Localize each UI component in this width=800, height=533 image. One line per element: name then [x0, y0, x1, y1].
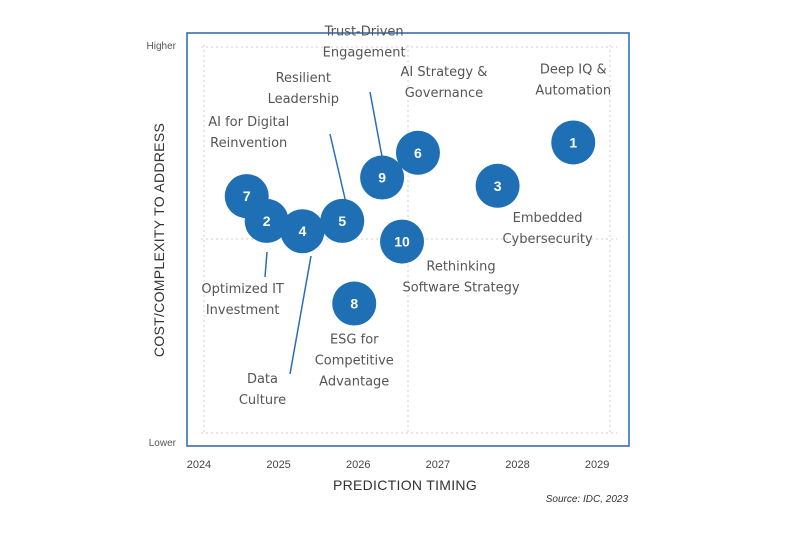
x-tick-label: 2025	[266, 459, 290, 471]
grid-lines	[201, 45, 617, 434]
callout-label-10: Rethinking Software Strategy	[402, 260, 519, 296]
callout-label-4: Data Culture	[239, 372, 286, 408]
callout-labels: Deep IQ & Automation Optimized IT Investmen…	[201, 25, 611, 409]
bubble-number-10: 10	[394, 234, 410, 250]
bubble-3	[475, 163, 520, 208]
bubble-4	[280, 209, 325, 254]
bubble-number-2: 2	[263, 213, 271, 229]
y-axis-title: COST/COMPLEXITY TO ADDRESS	[151, 123, 167, 357]
x-axis-title: PREDICTION TIMING	[333, 477, 477, 493]
x-tick-label: 2026	[346, 459, 370, 471]
bubble-number-6: 6	[414, 145, 422, 161]
leader-line-4	[289, 255, 312, 375]
bubble-number-3: 3	[494, 178, 502, 194]
callout-label-7: AI for Digital Reinvention	[208, 115, 289, 151]
y-low-label: Lower	[149, 438, 177, 449]
bubble-number-1: 1	[569, 134, 577, 150]
bubble-7	[224, 174, 269, 219]
bubble-number-7: 7	[243, 188, 251, 204]
callout-label-1: Deep IQ & Automation	[535, 62, 611, 98]
x-tick-label: 2024	[187, 459, 211, 471]
callout-label-8: ESG for Competitive Advantage	[315, 333, 394, 390]
callout-label-3: Embedded Cybersecurity	[502, 211, 593, 247]
leader-line-5	[329, 133, 347, 204]
leader-line-9	[369, 91, 384, 163]
bubble-number-4: 4	[299, 223, 307, 239]
bubble-1	[551, 120, 596, 165]
bubble-10	[380, 219, 425, 264]
y-high-label: Higher	[147, 41, 177, 52]
bubble-5	[320, 198, 365, 243]
bubble-number-9: 9	[378, 170, 386, 186]
callout-label-5: Resilient Leadership	[268, 71, 339, 107]
leader-lines	[264, 91, 384, 375]
bubble-6	[395, 130, 440, 175]
x-tick-label: 2029	[585, 459, 609, 471]
callout-label-2: Optimized IT Investment	[201, 282, 284, 318]
bubble-number-5: 5	[338, 213, 346, 229]
callout-label-9: Trust-Driven Engagement	[323, 25, 406, 61]
callout-label-6: AI Strategy & Governance	[401, 65, 488, 101]
bubble-8	[332, 281, 377, 326]
leader-line-2	[264, 251, 268, 278]
bubble-number-8: 8	[350, 296, 358, 312]
source-note: Source: IDC, 2023	[546, 494, 629, 505]
bubble-9	[360, 155, 405, 200]
bubbles: 1 2 3 4 5 6 7 8 9 10	[224, 120, 596, 326]
x-tick-label: 2028	[505, 459, 529, 471]
x-tick-label: 2027	[426, 459, 450, 471]
x-tick-labels: 2024 2025 2026 2027 2028 2029	[187, 459, 610, 471]
plot-frame	[186, 32, 630, 447]
